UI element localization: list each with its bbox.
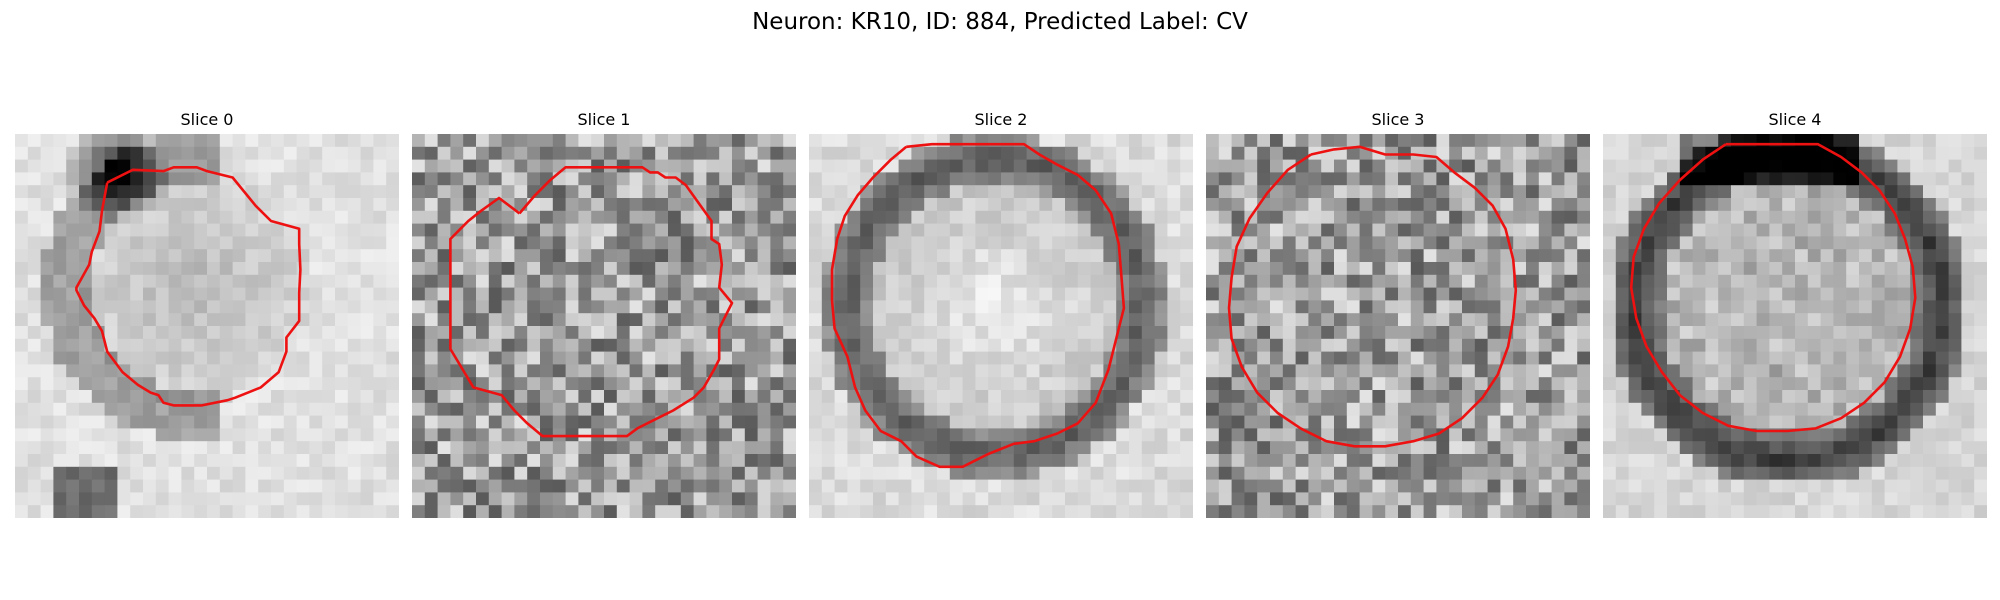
- slice-title: Slice 4: [1768, 110, 1822, 129]
- slice-title: Slice 0: [180, 110, 234, 129]
- slice-image-4: [1603, 134, 1987, 518]
- slice-title: Slice 2: [974, 110, 1028, 129]
- roi-contour: [449, 165, 734, 438]
- slice-title: Slice 3: [1371, 110, 1425, 129]
- slice-panel-0: Slice 0: [15, 110, 399, 518]
- slice-image-3: [1206, 134, 1590, 518]
- slice-panel-1: Slice 1: [412, 110, 796, 518]
- slice-image-0: [15, 134, 399, 518]
- slice-panel-3: Slice 3: [1206, 110, 1590, 518]
- slice-title: Slice 1: [577, 110, 631, 129]
- slice-panel-2: Slice 2: [809, 110, 1193, 518]
- figure-title: Neuron: KR10, ID: 884, Predicted Label: …: [752, 9, 1248, 35]
- roi-contour: [1629, 142, 1917, 433]
- roi-contour: [1227, 145, 1518, 448]
- slice-image-1: [412, 134, 796, 518]
- slice-panel-4: Slice 4: [1603, 110, 1987, 518]
- roi-contour: [75, 165, 302, 407]
- roi-contour: [830, 142, 1126, 469]
- slice-image-2: [809, 134, 1193, 518]
